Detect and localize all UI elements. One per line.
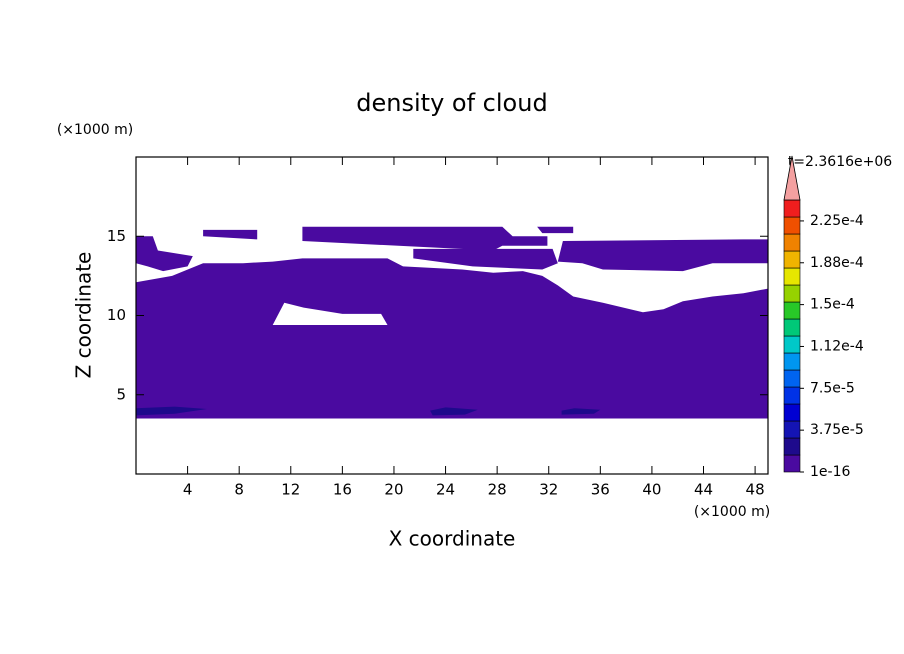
- colorbar-band: [783, 199, 801, 218]
- colorbar-tick-label: 3.75e-5: [810, 422, 864, 438]
- colorbar-band: [783, 386, 801, 405]
- contour-region: [561, 408, 601, 415]
- x-tick-label: 44: [694, 481, 713, 499]
- colorbar-tick-label: 2.25e-4: [810, 213, 864, 229]
- x-tick-label: 40: [642, 481, 661, 499]
- colorbar-band: [783, 335, 801, 354]
- time-label: t=2.3616e+06: [788, 154, 892, 170]
- colorbar-extend: [783, 155, 801, 201]
- y-unit: (×1000 m): [57, 122, 133, 138]
- y-tick-label: 5: [116, 385, 126, 403]
- colorbar-band: [783, 301, 801, 320]
- contour-region: [203, 229, 258, 240]
- y-tick-label: 10: [107, 306, 126, 324]
- contour-region: [136, 258, 768, 419]
- contour-region: [136, 406, 207, 416]
- colorbar-band: [783, 267, 801, 286]
- x-tick-label: 20: [384, 481, 403, 499]
- colorbar-tick-label: 1.12e-4: [810, 338, 864, 354]
- colorbar-band: [783, 369, 801, 388]
- x-tick-label: 8: [234, 481, 244, 499]
- x-axis-label: X coordinate: [389, 527, 516, 551]
- contour-region: [557, 239, 768, 272]
- x-tick-label: 36: [591, 481, 610, 499]
- chart-title: density of cloud: [356, 89, 547, 117]
- colorbar-tick-label: 7.5e-5: [810, 380, 855, 396]
- x-tick-label: 12: [281, 481, 300, 499]
- colorbar-band: [783, 454, 801, 473]
- colorbar-band: [783, 318, 801, 337]
- colorbar-band: [783, 233, 801, 252]
- colorbar-band: [783, 403, 801, 422]
- y-tick-label: 15: [107, 227, 126, 245]
- x-tick-label: 4: [183, 481, 193, 499]
- colorbar-band: [783, 250, 801, 269]
- colorbar-band: [783, 284, 801, 303]
- colorbar-tick-label: 1.88e-4: [810, 255, 864, 271]
- contour-region: [537, 226, 574, 234]
- x-unit: (×1000 m): [694, 504, 770, 520]
- x-tick-label: 32: [539, 481, 558, 499]
- colorbar-band: [783, 420, 801, 439]
- contour-region: [413, 248, 558, 270]
- colorbar-band: [783, 216, 801, 235]
- x-tick-label: 16: [333, 481, 352, 499]
- x-tick-label: 28: [488, 481, 507, 499]
- x-tick-label: 48: [746, 481, 765, 499]
- contour-region: [136, 236, 193, 272]
- x-tick-label: 24: [436, 481, 455, 499]
- colorbar-band: [783, 437, 801, 456]
- colorbar-tick-label: 1.5e-4: [810, 297, 855, 313]
- y-axis-label: Z coordinate: [72, 252, 96, 379]
- contour-region: [302, 226, 548, 251]
- contour-region: [430, 407, 478, 416]
- colorbar-tick-label: 1e-16: [810, 464, 850, 480]
- colorbar-band: [783, 352, 801, 371]
